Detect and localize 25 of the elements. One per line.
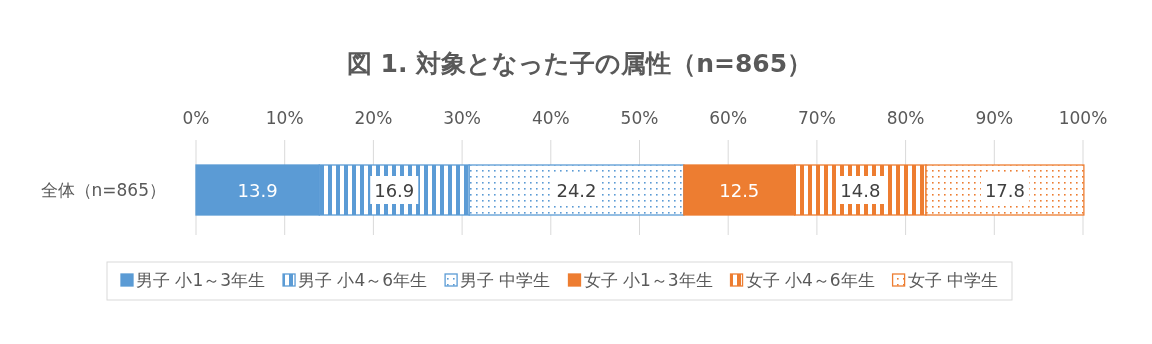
x-tick-label: 70%	[798, 108, 836, 128]
data-label: 24.2	[556, 180, 597, 201]
legend-label: 女子 小1～3年生	[583, 270, 713, 290]
x-tick-label: 80%	[886, 108, 925, 128]
legend-label: 男子 中学生	[460, 270, 551, 290]
x-tick-label: 60%	[709, 108, 748, 128]
legend-label: 男子 小4～6年生	[298, 270, 428, 290]
x-tick-label: 90%	[975, 108, 1014, 128]
y-tick-label: 全体（n=865）	[40, 180, 166, 200]
x-tick-label: 100%	[1058, 108, 1108, 128]
data-label: 17.8	[984, 180, 1025, 201]
legend-label: 女子 小4～6年生	[745, 270, 875, 290]
legend-label: 男子 小1～3年生	[136, 270, 266, 290]
x-tick-label: 10%	[265, 108, 304, 128]
x-tick-label: 20%	[354, 108, 393, 128]
data-label: 14.8	[840, 180, 881, 201]
x-tick-label: 30%	[443, 108, 481, 128]
x-tick-label: 0%	[182, 108, 210, 128]
x-tick-label: 50%	[620, 108, 659, 128]
x-tick-label: 40%	[531, 108, 570, 128]
data-label: 13.9	[237, 180, 278, 201]
data-label: 16.9	[374, 180, 415, 201]
chart-title: 図 1. 対象となった子の属性（n=865）	[346, 49, 813, 78]
data-label: 12.5	[719, 180, 760, 201]
legend-label: 女子 中学生	[907, 270, 998, 290]
